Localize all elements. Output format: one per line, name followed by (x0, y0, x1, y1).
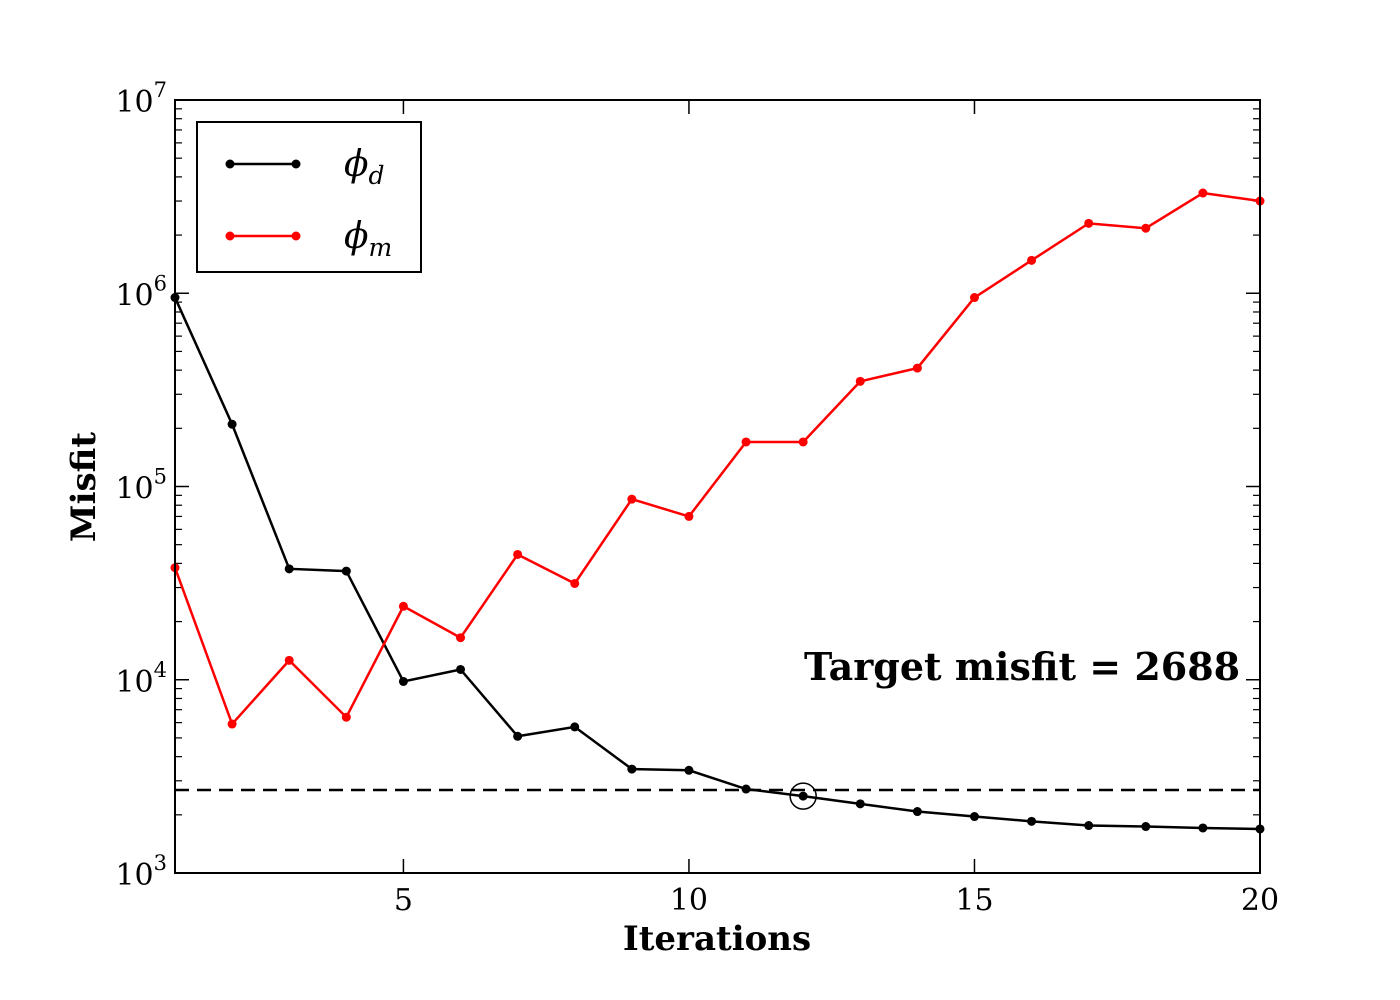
legend-marker-d (291, 159, 301, 169)
target-iteration-marker (789, 782, 817, 810)
series-line-m (173, 191, 1261, 727)
data-point-m (1027, 255, 1037, 265)
y-tick-label: 104 (115, 658, 167, 700)
legend-marker-m (291, 231, 301, 241)
data-point-d (513, 731, 523, 741)
data-point-m (1084, 218, 1094, 228)
data-point-d (341, 566, 351, 576)
x-tick-label: 15 (955, 883, 993, 918)
legend-label-d: ϕd (344, 144, 385, 190)
legend-marker-m (225, 231, 235, 241)
data-point-d (1084, 821, 1094, 831)
data-point-d (969, 812, 979, 822)
data-point-d (627, 764, 637, 774)
plot-frame (174, 99, 1261, 874)
data-point-d (912, 807, 922, 817)
data-point-d (456, 664, 466, 674)
data-point-m (741, 437, 751, 447)
data-point-d (684, 765, 694, 775)
data-point-m (798, 437, 808, 447)
series-layer (170, 188, 1265, 834)
data-point-d (1141, 822, 1151, 832)
data-point-d (227, 419, 237, 429)
tick-labels-layer: 5 10 15 20 103 104 105 106 107 (115, 78, 1279, 918)
data-point-m (456, 633, 466, 643)
y-tick-label: 103 (115, 851, 167, 893)
data-point-d (284, 564, 294, 574)
data-point-d (1198, 823, 1208, 833)
data-point-m (570, 578, 580, 588)
data-point-m (684, 511, 694, 521)
data-point-m (513, 549, 523, 559)
data-point-m (284, 655, 294, 665)
y-tick-label: 107 (115, 78, 167, 120)
data-point-m (855, 376, 865, 386)
data-point-m (398, 601, 408, 611)
data-point-d (570, 722, 580, 732)
data-point-m (341, 712, 351, 722)
data-point-d (855, 799, 865, 809)
target-misfit-annotation: Target misfit = 2688 (804, 644, 1240, 689)
data-point-m (627, 494, 637, 504)
data-point-d (1027, 816, 1037, 826)
highlight-layer (789, 782, 817, 810)
data-point-d (741, 784, 751, 794)
data-point-m (1198, 188, 1208, 198)
legend-label-m: ϕm (344, 216, 392, 262)
data-point-m (912, 363, 922, 373)
legend-marker-d (225, 159, 235, 169)
data-point-m (227, 719, 237, 729)
y-tick-label: 106 (115, 271, 167, 313)
legend-box (196, 121, 422, 273)
x-tick-label: 10 (670, 883, 708, 918)
x-tick-label: 20 (1241, 883, 1279, 918)
data-point-d (398, 676, 408, 686)
x-axis-label: Iterations (623, 919, 811, 959)
data-point-d (798, 791, 808, 801)
legend: ϕd ϕm (196, 121, 422, 273)
data-point-m (1141, 223, 1151, 233)
series-line-d (173, 297, 1261, 831)
x-tick-label: 5 (394, 883, 413, 918)
y-tick-label: 105 (115, 465, 167, 507)
data-point-m (969, 293, 979, 303)
y-axis-label: Misfit (64, 432, 104, 542)
